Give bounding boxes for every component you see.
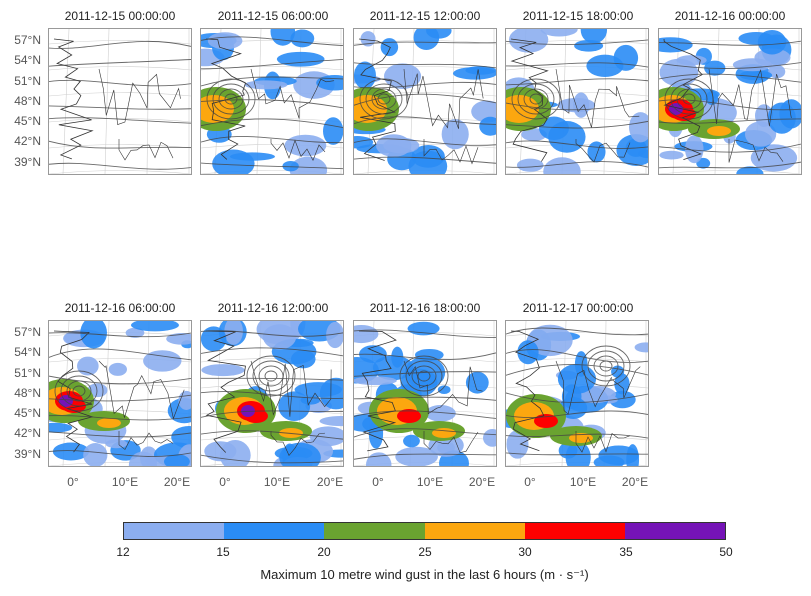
pressure-isobars [354,329,496,460]
pressure-isobars [201,36,343,170]
wind-gust-field [201,321,343,466]
map-canvas [201,29,343,174]
longitude-label: 0° [219,475,231,489]
latitude-label: 39°N [14,447,41,461]
wind-gust-field [354,29,496,174]
coastline [53,38,181,161]
longitude-label: 10°E [111,475,139,489]
coastline [510,330,641,453]
colorbar-tick: 12 [116,545,130,559]
map-panel [505,28,649,175]
map-panel [505,320,649,467]
colorbar-tick: 15 [216,545,230,559]
latitude-label: 51°N [14,366,41,380]
longitude-label: 0° [67,475,79,489]
wind-gust-field [354,321,496,466]
map-panel [658,28,802,175]
latitude-label: 57°N [14,325,41,339]
colorbar-tick: 50 [719,545,733,559]
pressure-isobars [659,40,801,169]
map-panel [200,320,344,467]
coastline [663,38,792,163]
colorbar-tick: 35 [619,545,633,559]
latitude-label: 45°N [14,114,41,128]
map-canvas [354,29,496,174]
wind-gust-field [506,324,648,466]
panel-title: 2011-12-16 12:00:00 [217,301,329,315]
longitude-label: 0° [524,475,536,489]
panel-title: 2011-12-15 18:00:00 [522,9,634,23]
pressure-isobars [354,41,496,164]
colorbar-label: Maximum 10 metre wind gust in the last 6… [260,567,589,582]
longitude-label: 20°E [621,475,649,489]
coastline [358,330,483,453]
colorbar-segment [424,523,525,539]
latitude-label: 39°N [14,155,41,169]
panel-title: 2011-12-16 06:00:00 [64,301,176,315]
longitude-label: 10°E [569,475,597,489]
latitude-label: 45°N [14,406,41,420]
panel-title: 2011-12-15 06:00:00 [217,9,329,23]
coastline [53,330,185,453]
panel-title: 2011-12-15 12:00:00 [369,9,481,23]
panel-title: 2011-12-17 00:00:00 [522,301,634,315]
longitude-label: 10°E [416,475,444,489]
colorbar-segment [224,523,325,539]
map-canvas [506,29,648,174]
pressure-isobars [506,327,648,456]
map-panel [200,28,344,175]
map-canvas [49,321,191,466]
colorbar-segment [524,523,625,539]
map-panel [48,320,192,467]
colorbar [123,522,726,540]
latitude-label: 51°N [14,74,41,88]
colorbar-segment [124,523,225,539]
map-canvas [506,321,648,466]
latitude-label: 57°N [14,33,41,47]
longitude-label: 20°E [316,475,344,489]
latitude-label: 48°N [14,94,41,108]
latitude-label: 54°N [14,53,41,67]
map-panel [353,28,497,175]
colorbar-segment [324,523,425,539]
latitude-label: 42°N [14,426,41,440]
colorbar-tick: 25 [418,545,432,559]
coastline [510,38,640,163]
graticule [49,29,191,174]
longitude-label: 0° [372,475,384,489]
map-panel [48,28,192,175]
latitude-label: 54°N [14,345,41,359]
colorbar-tick: 20 [317,545,331,559]
map-panel [353,320,497,467]
pressure-isobars [49,40,191,170]
colorbar-segment [624,523,726,539]
panel-title: 2011-12-16 00:00:00 [674,9,786,23]
map-canvas [49,29,191,174]
pressure-isobars [49,332,191,457]
map-canvas [354,321,496,466]
latitude-label: 48°N [14,386,41,400]
longitude-label: 20°E [468,475,496,489]
longitude-label: 20°E [163,475,191,489]
map-canvas [659,29,801,174]
coastline [358,38,484,165]
pressure-isobars [506,39,648,168]
map-canvas [201,321,343,466]
panel-title: 2011-12-16 18:00:00 [369,301,481,315]
longitude-label: 10°E [263,475,291,489]
pressure-isobars [201,330,343,464]
panel-title: 2011-12-15 00:00:00 [64,9,176,23]
latitude-label: 42°N [14,134,41,148]
colorbar-tick: 30 [518,545,532,559]
wind-gust-field [49,321,191,466]
